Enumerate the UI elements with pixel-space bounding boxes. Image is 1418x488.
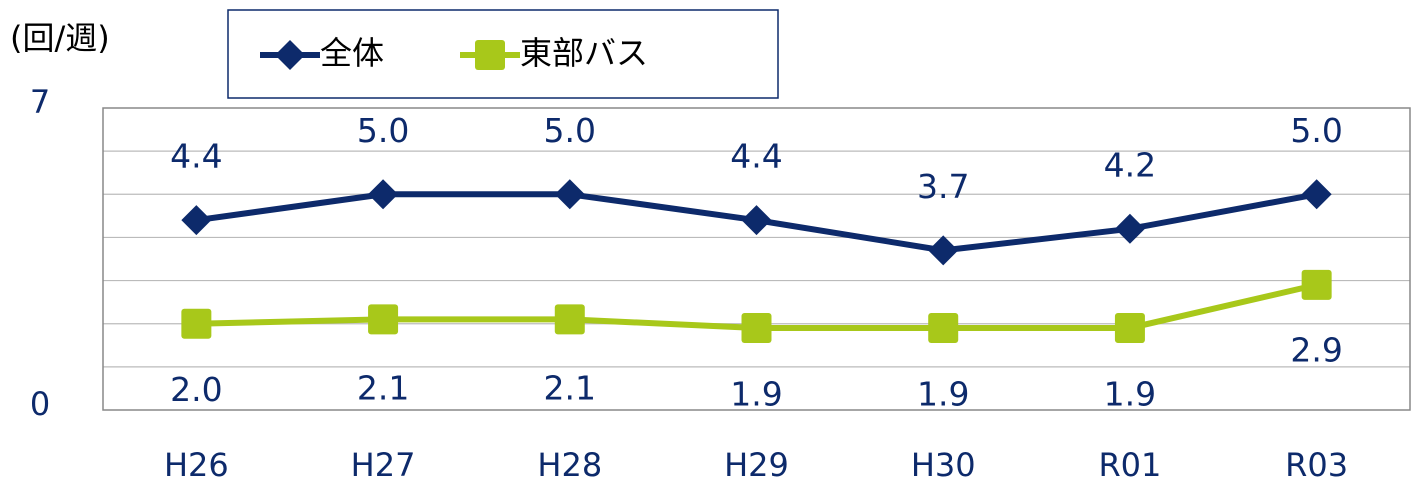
y-axis-label: (回/週)	[10, 19, 110, 57]
point-marker	[1301, 269, 1332, 300]
point-marker	[1114, 313, 1145, 344]
point-marker	[554, 304, 585, 335]
legend-label: 全体	[320, 34, 384, 72]
point-marker	[1301, 179, 1332, 210]
data-label: 5.0	[357, 111, 409, 150]
point-marker	[1114, 213, 1145, 244]
data-label: 2.1	[357, 369, 409, 408]
point-marker	[181, 205, 212, 236]
point-marker	[181, 308, 212, 339]
data-label: 4.2	[1104, 145, 1156, 184]
x-tick-label: H29	[724, 446, 789, 484]
data-label: 4.4	[730, 137, 782, 176]
point-marker	[368, 304, 399, 335]
data-label: 2.1	[544, 369, 596, 408]
data-label: 5.0	[1290, 111, 1342, 150]
data-label: 4.4	[170, 137, 222, 176]
point-marker	[741, 205, 772, 236]
point-marker	[554, 179, 585, 210]
data-label: 2.0	[170, 370, 222, 409]
plot-frame	[102, 107, 1411, 411]
legend-label: 東部バス	[520, 34, 648, 72]
data-label: 1.9	[730, 375, 782, 414]
y-tick-label: 7	[30, 83, 50, 121]
x-tick-label: R03	[1285, 446, 1348, 484]
x-tick-label: H27	[351, 446, 416, 484]
x-tick-label: R01	[1098, 446, 1161, 484]
point-marker	[928, 235, 959, 266]
x-tick-label: H28	[537, 446, 602, 484]
legend-marker	[475, 40, 505, 70]
data-label: 1.9	[1104, 375, 1156, 414]
x-tick-label: H30	[911, 446, 976, 484]
point-marker	[928, 313, 959, 344]
y-tick-label: 0	[30, 385, 50, 423]
point-marker	[741, 313, 772, 344]
data-label: 1.9	[917, 375, 969, 414]
point-marker	[368, 179, 399, 210]
data-label: 3.7	[917, 167, 969, 206]
data-label: 5.0	[544, 111, 596, 150]
x-tick-label: H26	[164, 446, 229, 484]
legend-marker	[275, 40, 305, 70]
data-label: 2.9	[1290, 330, 1342, 369]
